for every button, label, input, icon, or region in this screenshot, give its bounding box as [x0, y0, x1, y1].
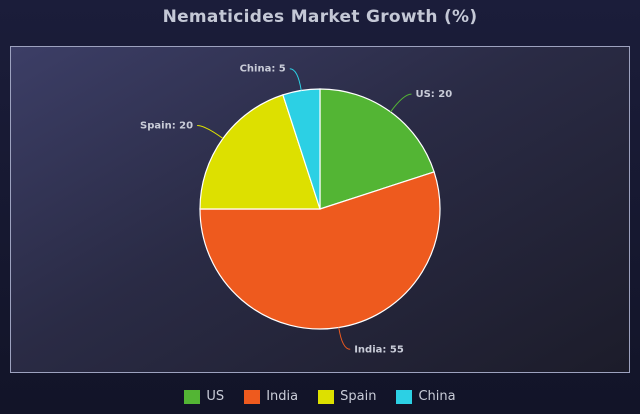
- leader-line-india: [338, 327, 351, 350]
- legend-item-india: India: [244, 389, 298, 404]
- slice-label-spain: Spain: 20: [140, 121, 193, 132]
- slice-label-india: India: 55: [354, 344, 404, 355]
- pie-slice-china: [282, 88, 321, 210]
- legend-swatch-spain: [318, 389, 335, 404]
- chart-title: Nematicides Market Growth (%): [162, 7, 478, 27]
- leader-line-spain: [197, 125, 224, 139]
- legend-label-china: China: [418, 389, 456, 404]
- pie-slice-spain: [199, 94, 321, 210]
- legend-item-spain: Spain: [318, 389, 376, 404]
- legend: US India Spain China: [0, 389, 640, 404]
- legend-swatch-us: [184, 389, 201, 404]
- pie-slice-india: [199, 171, 441, 330]
- slice-label-china: China: 5: [240, 64, 286, 75]
- legend-swatch-india: [244, 389, 261, 404]
- legend-swatch-china: [396, 389, 413, 404]
- leader-line-china: [289, 68, 302, 91]
- legend-item-us: US: [184, 389, 224, 404]
- leader-line-us: [390, 93, 412, 113]
- legend-item-china: China: [396, 389, 456, 404]
- pie-slice-us: [319, 88, 435, 210]
- legend-label-spain: Spain: [340, 389, 377, 404]
- slice-label-us: US: 20: [415, 89, 452, 100]
- legend-label-india: India: [266, 389, 299, 404]
- legend-label-us: US: [206, 389, 225, 404]
